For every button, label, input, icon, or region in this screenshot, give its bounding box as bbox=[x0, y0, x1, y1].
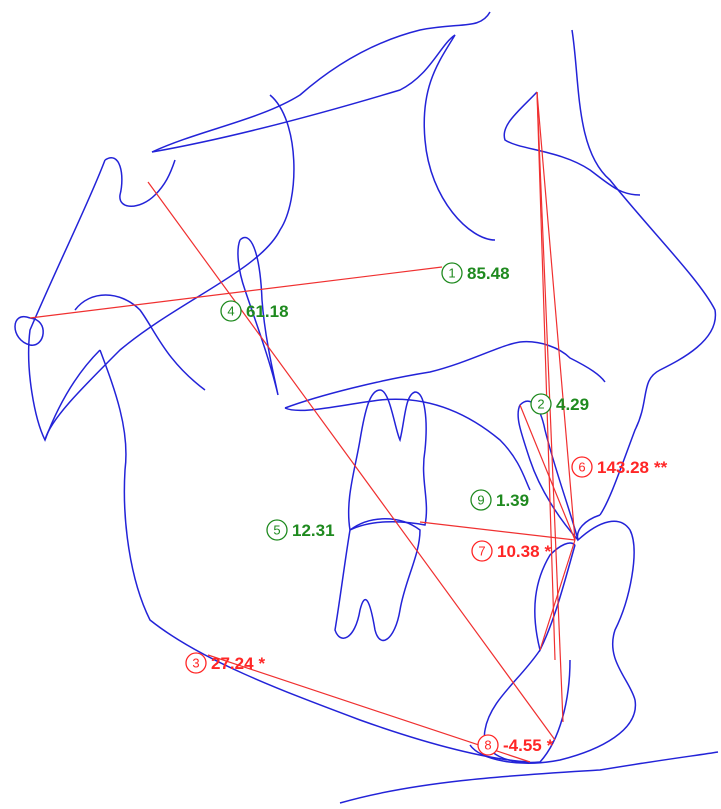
measurement-value: 85.48 bbox=[467, 264, 510, 283]
measurement-value-text: 1.39 bbox=[496, 491, 529, 510]
chin-soft bbox=[340, 752, 718, 803]
measurement-number: 5 bbox=[273, 523, 280, 538]
measurement: 6 143.28 ** bbox=[572, 457, 668, 477]
significance-flag: * bbox=[545, 542, 552, 561]
measurement-value: 4.29 bbox=[556, 395, 589, 414]
measurement: 8 -4.55 * bbox=[478, 735, 554, 755]
measurement-number: 7 bbox=[478, 544, 485, 559]
tracing bbox=[15, 12, 718, 803]
measurement-number: 4 bbox=[227, 304, 234, 319]
measurement-number: 3 bbox=[192, 656, 199, 671]
measurement-number: 6 bbox=[578, 460, 585, 475]
nose bbox=[572, 30, 715, 515]
orbit bbox=[45, 95, 294, 440]
measurement-number: 1 bbox=[448, 266, 455, 281]
nasal-bone bbox=[504, 92, 640, 195]
measurement-value: 12.31 bbox=[292, 521, 335, 540]
measurement-value-text: 12.31 bbox=[292, 521, 335, 540]
measurement-number: 2 bbox=[537, 397, 544, 412]
palate-lower bbox=[285, 399, 530, 490]
measurement-value: 1.39 bbox=[496, 491, 529, 510]
skull-outline bbox=[152, 12, 490, 152]
measurement-value: 10.38 bbox=[497, 542, 540, 561]
occiput bbox=[29, 160, 105, 440]
measurement-value-text: -4.55 * bbox=[503, 736, 554, 755]
measurement-value: 143.28 bbox=[597, 458, 649, 477]
measurement-number: 8 bbox=[484, 738, 491, 753]
measurement-value: 61.18 bbox=[246, 302, 289, 321]
measurement: 7 10.38 * bbox=[472, 541, 552, 561]
measurement-number: 9 bbox=[477, 493, 484, 508]
cranial-base bbox=[152, 35, 495, 240]
sella bbox=[105, 158, 175, 207]
significance-flag: ** bbox=[654, 458, 668, 477]
nb-line bbox=[537, 92, 555, 660]
measurement-value: 27.24 bbox=[211, 654, 254, 673]
measurement-value-text: 10.38 * bbox=[497, 542, 552, 561]
reference-lines bbox=[30, 92, 575, 762]
measurement-value-text: 143.28 ** bbox=[597, 458, 668, 477]
upper-molar bbox=[349, 390, 427, 530]
cephalometric-tracing: 185.4824.29327.24*461.18512.316143.28**7… bbox=[0, 0, 721, 809]
measurement-value-text: 85.48 bbox=[467, 264, 510, 283]
measurement-value-text: 27.24 * bbox=[211, 654, 266, 673]
significance-flag: * bbox=[259, 654, 266, 673]
measurement-value: -4.55 bbox=[503, 736, 542, 755]
occlusal-line bbox=[420, 522, 575, 540]
measurement-value-text: 61.18 bbox=[246, 302, 289, 321]
significance-flag: * bbox=[547, 736, 554, 755]
measurement-value-text: 4.29 bbox=[556, 395, 589, 414]
